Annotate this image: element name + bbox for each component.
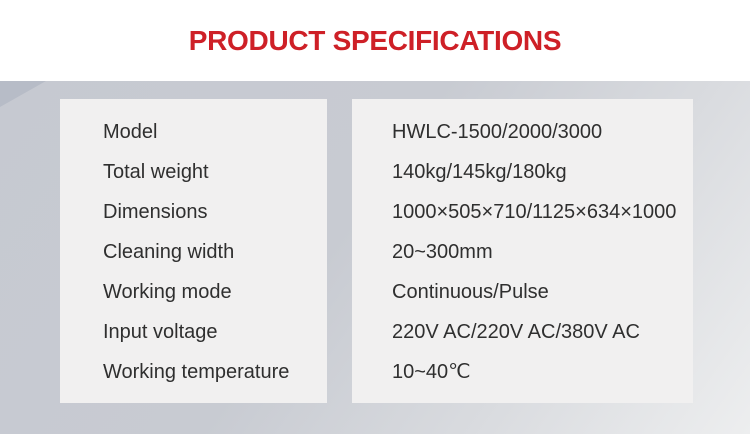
spec-value: 20~300mm	[392, 241, 493, 263]
spec-value: 140kg/145kg/180kg	[392, 161, 567, 183]
spec-value: HWLC-1500/2000/3000	[392, 121, 603, 143]
spec-value: 220V AC/220V AC/380V AC	[392, 321, 640, 343]
page-title: PRODUCT SPECIFICATIONS	[188, 24, 562, 56]
spec-label: Working mode	[103, 281, 232, 303]
spec-values-panel: HWLC-1500/2000/3000 140kg/145kg/180kg 10…	[352, 99, 693, 403]
spec-value: 1000×505×710/1125×634×1000	[392, 201, 677, 223]
spec-label: Input voltage	[103, 321, 218, 343]
spec-label: Cleaning width	[103, 241, 235, 263]
spec-value: Continuous/Pulse	[392, 281, 549, 303]
spec-labels-panel: Model Total weight Dimensions Cleaning w…	[60, 99, 327, 403]
header: PRODUCT SPECIFICATIONS	[0, 0, 750, 81]
spec-label: Model	[103, 121, 158, 143]
spec-label: Total weight	[103, 161, 209, 183]
spec-label: Dimensions	[103, 201, 208, 223]
spec-value: 10~40℃	[392, 361, 471, 383]
spec-label: Working temperature	[103, 361, 290, 383]
